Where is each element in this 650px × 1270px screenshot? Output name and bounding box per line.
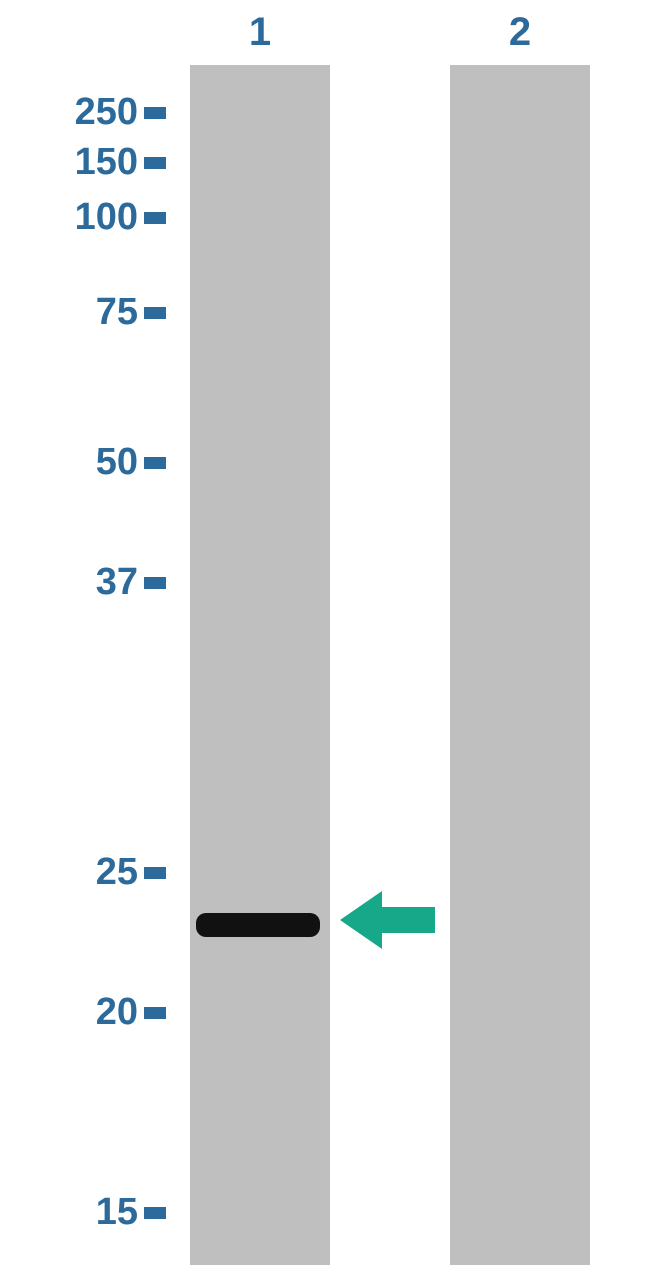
mw-marker-value: 250: [58, 91, 138, 134]
mw-marker-tick: [144, 212, 166, 224]
mw-marker-value: 100: [58, 196, 138, 239]
mw-marker: 25: [58, 851, 166, 894]
mw-marker: 50: [58, 441, 166, 484]
mw-marker-tick: [144, 157, 166, 169]
mw-marker-value: 150: [58, 141, 138, 184]
mw-marker-tick: [144, 577, 166, 589]
mw-marker-tick: [144, 867, 166, 879]
mw-marker: 100: [58, 196, 166, 239]
mw-marker-value: 50: [58, 441, 138, 484]
mw-marker-value: 25: [58, 851, 138, 894]
mw-marker-value: 20: [58, 991, 138, 1034]
lane-label-text: 1: [249, 10, 271, 54]
blot-lane: [190, 65, 330, 1265]
mw-marker: 20: [58, 991, 166, 1034]
mw-marker-value: 37: [58, 561, 138, 604]
mw-marker: 75: [58, 291, 166, 334]
lane-label: 2: [490, 10, 550, 55]
mw-marker-tick: [144, 107, 166, 119]
mw-marker-tick: [144, 457, 166, 469]
mw-marker-value: 15: [58, 1191, 138, 1234]
protein-band: [196, 913, 320, 937]
mw-marker-tick: [144, 1007, 166, 1019]
mw-marker: 250: [58, 91, 166, 134]
lane-label: 1: [230, 10, 290, 55]
indicator-arrow-icon: [340, 891, 435, 949]
mw-marker-tick: [144, 307, 166, 319]
mw-marker: 150: [58, 141, 166, 184]
western-blot-figure: 1 2 250 150 100 75 50 37 25 20 15: [0, 0, 650, 1270]
blot-lane: [450, 65, 590, 1265]
lane-label-text: 2: [509, 10, 531, 54]
mw-marker-value: 75: [58, 291, 138, 334]
mw-marker: 15: [58, 1191, 166, 1234]
mw-marker: 37: [58, 561, 166, 604]
mw-marker-tick: [144, 1207, 166, 1219]
